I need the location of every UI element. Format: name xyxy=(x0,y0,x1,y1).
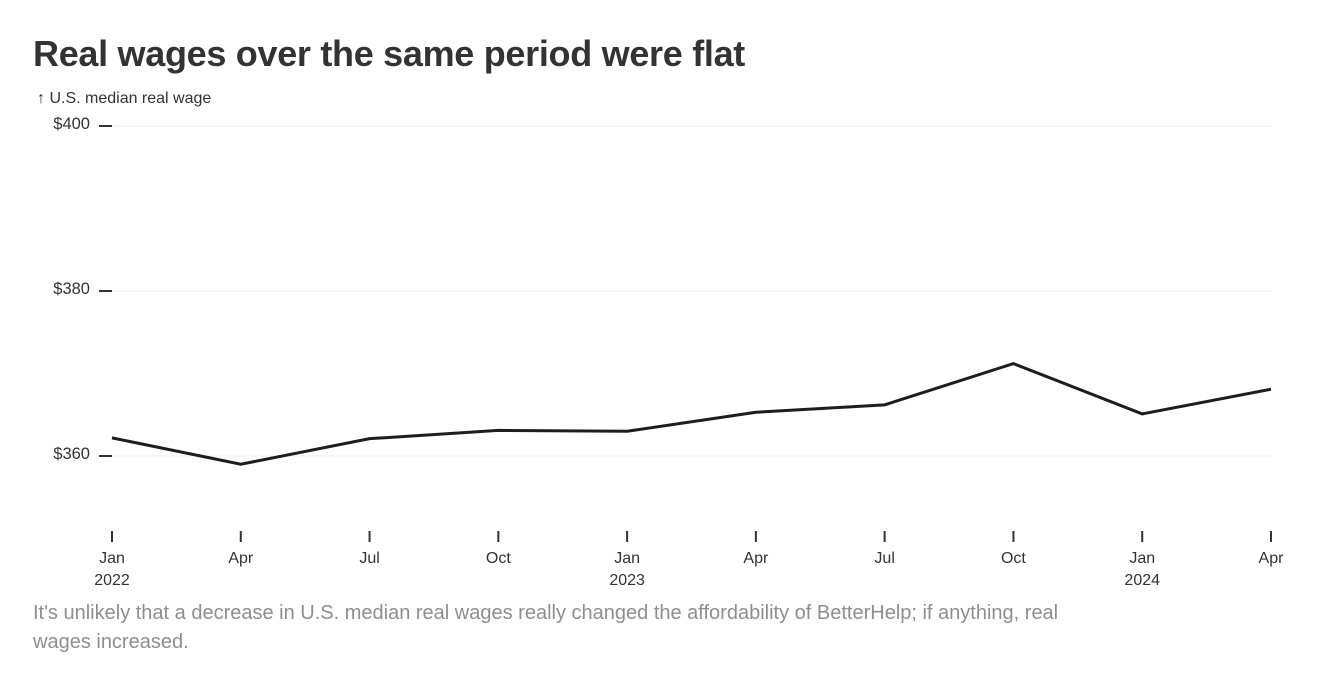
x-tick-mark xyxy=(1141,531,1144,542)
x-tick-year-label: 2024 xyxy=(1124,572,1161,589)
x-tick-label: Oct xyxy=(1000,550,1026,567)
x-tick-label: Apr xyxy=(1258,550,1284,567)
y-tick-label: $400 xyxy=(53,115,90,133)
x-tick-mark xyxy=(368,531,371,542)
x-tick-mark xyxy=(111,531,113,542)
x-tick-mark xyxy=(497,531,500,542)
y-tick-label: $360 xyxy=(53,445,90,463)
y-axis-label: ↑ U.S. median real wage xyxy=(37,90,212,107)
x-tick-mark xyxy=(1270,531,1272,542)
chart-title: Real wages over the same period were fla… xyxy=(33,33,745,74)
chart-caption: It's unlikely that a decrease in U.S. me… xyxy=(33,602,1059,653)
x-tick-mark xyxy=(754,531,757,542)
x-tick-mark xyxy=(883,531,886,542)
x-tick-mark xyxy=(239,531,242,542)
y-tick-label: $380 xyxy=(53,280,90,298)
y-tick-mark xyxy=(99,290,112,292)
y-tick-mark xyxy=(99,455,112,457)
x-tick-label: Jan xyxy=(614,550,640,567)
x-tick-label: Jan xyxy=(1129,550,1156,567)
x-tick-mark xyxy=(1012,531,1015,542)
x-tick-year-label: 2022 xyxy=(94,572,130,589)
x-tick-label: Apr xyxy=(228,550,254,567)
x-tick-mark xyxy=(626,531,629,542)
x-tick-label: Apr xyxy=(743,550,769,567)
y-tick-mark xyxy=(99,125,112,127)
x-tick-label: Jul xyxy=(359,550,380,567)
x-tick-label: Oct xyxy=(485,550,511,567)
x-tick-label: Jan xyxy=(99,550,125,567)
x-tick-label: Jul xyxy=(874,550,895,567)
wage-line-series xyxy=(111,362,1272,466)
x-tick-year-label: 2023 xyxy=(609,572,645,589)
